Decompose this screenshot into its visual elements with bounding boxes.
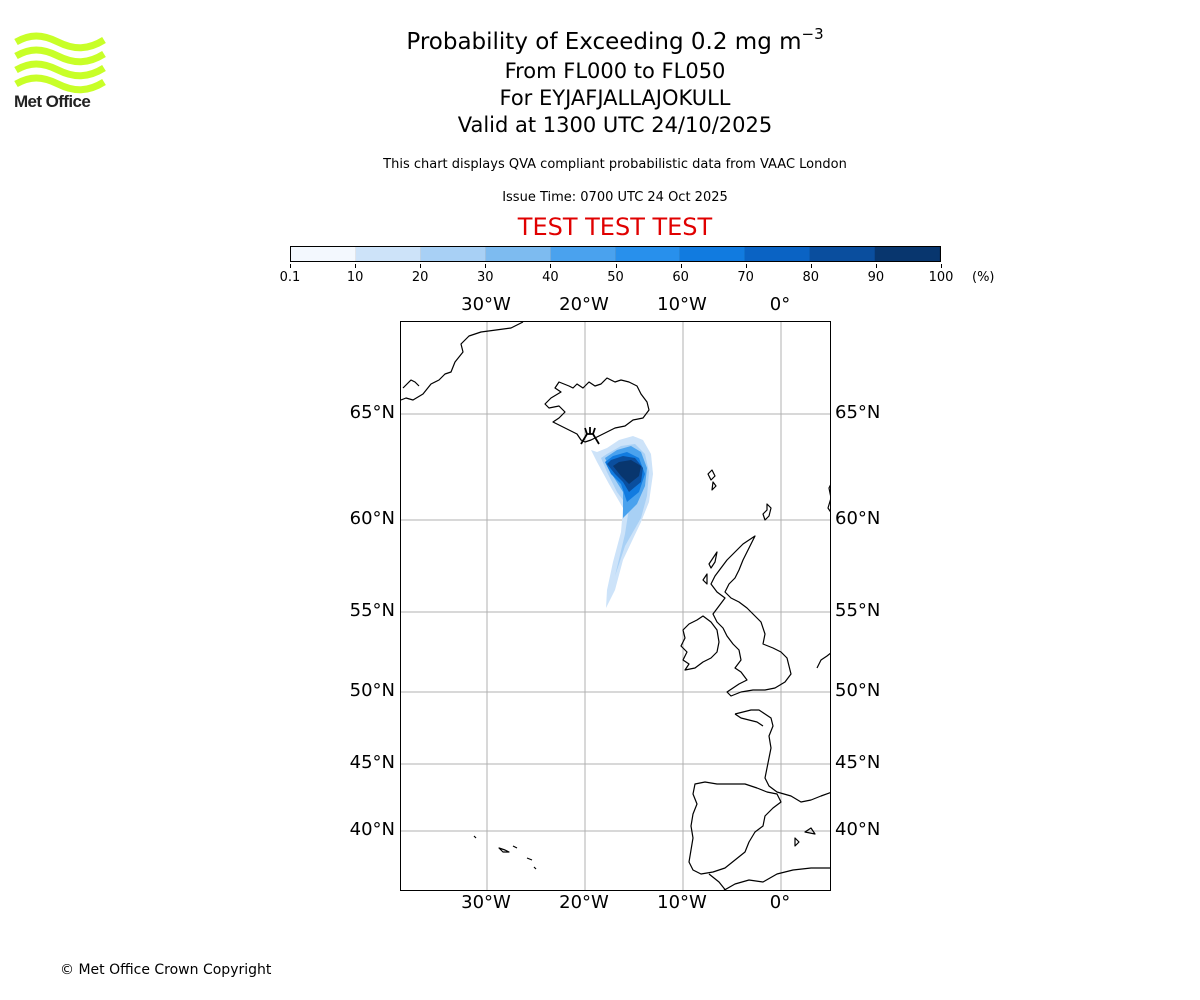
colorbar-unit: (%) xyxy=(972,270,995,285)
met-office-logo-text: Met Office xyxy=(14,92,91,111)
colorbar-tick-label: 100 xyxy=(928,270,954,285)
colorbar-segment xyxy=(420,247,486,261)
latitude-label-right: 40°N xyxy=(835,819,881,840)
logo-wave-4 xyxy=(14,74,106,94)
longitude-label-bottom: 0° xyxy=(769,892,791,913)
colorbar-tick-label: 10 xyxy=(346,270,364,285)
colorbar-tick-mark xyxy=(355,264,357,268)
test-banner: TEST TEST TEST xyxy=(517,213,713,241)
chart-subtitle: This chart displays QVA compliant probab… xyxy=(383,157,847,172)
longitude-label-top: 20°W xyxy=(559,294,609,315)
logo-wave-1 xyxy=(14,32,106,52)
colorbar-tick-mark xyxy=(290,264,291,268)
longitude-label-bottom: 30°W xyxy=(461,892,511,913)
colorbar-tick-label: 70 xyxy=(737,270,754,285)
longitude-label-top: 30°W xyxy=(461,294,511,315)
latitude-label-right: 60°N xyxy=(835,508,881,529)
colorbar-tick-mark xyxy=(615,264,617,268)
latitude-label-left: 55°N xyxy=(349,600,395,621)
colorbar-segment xyxy=(875,247,941,261)
colorbar-tick-label: 80 xyxy=(802,270,820,285)
issue-time: Issue Time: 0700 UTC 24 Oct 2025 xyxy=(502,190,728,205)
colorbar-tick-label: 90 xyxy=(867,270,885,285)
latitude-label-right: 65°N xyxy=(835,402,881,423)
colorbar-tick-mark xyxy=(875,264,877,268)
map-canvas xyxy=(401,322,830,890)
gridlines xyxy=(401,322,830,890)
colorbar-segment xyxy=(550,247,616,261)
latitude-label-right: 55°N xyxy=(835,600,881,621)
colorbar-segment xyxy=(291,247,356,261)
colorbar-segment xyxy=(810,247,876,261)
title-exponent: −3 xyxy=(801,25,824,43)
met-office-logo-icon xyxy=(14,32,106,94)
colorbar-tick-label: 20 xyxy=(411,270,429,285)
colorbar-segment xyxy=(615,247,681,261)
colorbar-tick-label: 60 xyxy=(672,270,689,285)
colorbar-ticks: 0.1 10 20 30 40 50 60 70 80 90 100 xyxy=(270,264,970,294)
latitude-label-right: 50°N xyxy=(835,680,881,701)
map-panel[interactable] xyxy=(400,321,831,891)
title-text: Probability of Exceeding 0.2 mg m xyxy=(406,29,802,55)
longitude-label-top: 0° xyxy=(769,294,791,315)
colorbar-segment xyxy=(355,247,421,261)
colorbar xyxy=(290,246,941,262)
volcano-icon xyxy=(580,427,600,445)
latitude-label-left: 65°N xyxy=(349,402,395,423)
colorbar-tick-mark xyxy=(420,264,422,268)
colorbar-tick-label: 40 xyxy=(542,270,559,285)
latitude-label-left: 40°N xyxy=(349,819,395,840)
colorbar-tick-mark xyxy=(550,264,552,268)
logo-wave-3 xyxy=(14,60,106,80)
chart-titles: Probability of Exceeding 0.2 mg m−3 From… xyxy=(300,26,930,139)
volcano-name: For EYJAFJALLAJOKULL xyxy=(499,86,731,110)
latitude-label-left: 60°N xyxy=(349,508,395,529)
colorbar-tick-mark xyxy=(941,264,942,268)
longitude-label-bottom: 10°W xyxy=(657,892,707,913)
colorbar-tick-label: 0.1 xyxy=(279,270,301,285)
logo-wave-2 xyxy=(14,46,106,66)
chart-title: Probability of Exceeding 0.2 mg m−3 xyxy=(300,26,930,58)
longitude-label-bottom: 20°W xyxy=(559,892,609,913)
copyright: © Met Office Crown Copyright xyxy=(60,962,272,978)
colorbar-segment xyxy=(485,247,551,261)
valid-time: Valid at 1300 UTC 24/10/2025 xyxy=(457,113,773,137)
colorbar-tick-mark xyxy=(810,264,812,268)
latitude-label-left: 50°N xyxy=(349,680,395,701)
latitude-label-left: 45°N xyxy=(349,752,395,773)
longitude-label-top: 10°W xyxy=(657,294,707,315)
colorbar-segment xyxy=(680,247,746,261)
ash-plume xyxy=(591,436,653,608)
colorbar-tick-mark xyxy=(485,264,487,268)
colorbar-tick-mark xyxy=(745,264,747,268)
flight-levels: From FL000 to FL050 xyxy=(504,59,726,83)
colorbar-tick-label: 30 xyxy=(477,270,494,285)
coastlines xyxy=(401,322,830,890)
latitude-label-right: 45°N xyxy=(835,752,881,773)
colorbar-tick-mark xyxy=(680,264,682,268)
colorbar-tick-label: 50 xyxy=(607,270,624,285)
colorbar-segment xyxy=(745,247,811,261)
